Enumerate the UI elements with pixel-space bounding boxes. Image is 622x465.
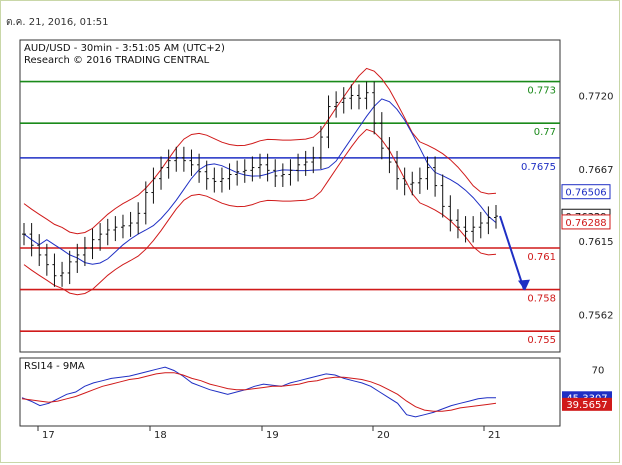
y-tick-label: 0.7667 xyxy=(579,165,614,176)
rsi-panel xyxy=(19,357,561,427)
chart-title: AUD/USD - 30min - 3:51:05 AM (UTC+2) xyxy=(24,43,225,54)
level-label: 0.758 xyxy=(527,294,556,305)
rsi-tag: 39.5657 xyxy=(566,400,607,411)
level-label: 0.773 xyxy=(527,86,556,97)
level-label: 0.755 xyxy=(527,335,556,346)
rsi-y-tick-label: 70 xyxy=(592,365,605,376)
bollinger-lower xyxy=(23,128,497,296)
y-tick-label: 0.7562 xyxy=(579,311,614,322)
level-label: 0.77 xyxy=(534,127,556,138)
x-tick-label: 17 xyxy=(42,430,55,441)
level-label: 0.761 xyxy=(527,252,556,263)
x-tick-label: 20 xyxy=(377,430,390,441)
x-tick-label: 19 xyxy=(266,430,279,441)
price-tag-box xyxy=(561,214,611,230)
chart-subtitle: Research © 2016 TRADING CENTRAL xyxy=(24,55,210,66)
forecast-arrow-head xyxy=(518,279,530,291)
price-panel xyxy=(19,39,561,353)
y-tick-label: 0.7615 xyxy=(579,237,614,248)
rsi-series-rsi14 xyxy=(21,366,496,418)
rsi-tag-box xyxy=(562,397,612,411)
rsi-series-9ma xyxy=(21,372,497,412)
y-tick-label: 0.7720 xyxy=(579,91,614,102)
x-tick-label: 18 xyxy=(154,430,167,441)
date-stamp: ต.ค. 21, 2016, 01:51 xyxy=(6,17,109,28)
rsi-title: RSI14 - 9MA xyxy=(24,361,85,372)
forecast-arrow xyxy=(499,215,525,290)
x-tick-label: 21 xyxy=(488,430,501,441)
price-tag: 0.76506 xyxy=(565,188,606,199)
price-tag: 0.76288 xyxy=(565,218,606,229)
bollinger-upper xyxy=(23,67,497,235)
price-tag-box xyxy=(561,184,611,200)
level-label: 0.7675 xyxy=(521,162,556,173)
